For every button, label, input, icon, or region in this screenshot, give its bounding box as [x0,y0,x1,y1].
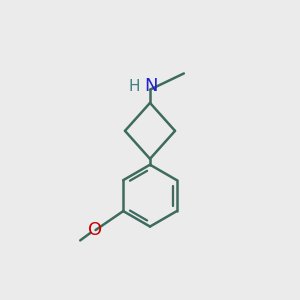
Text: H: H [128,79,140,94]
Text: N: N [145,77,158,95]
Text: O: O [88,221,103,239]
